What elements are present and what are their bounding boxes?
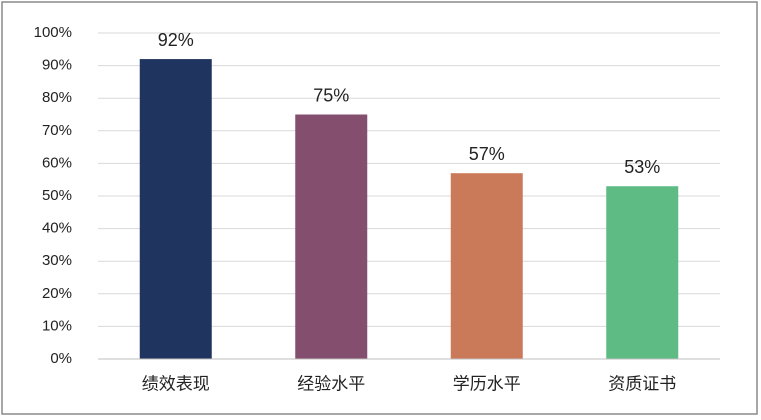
x-tick-label: 资质证书 (608, 374, 676, 393)
value-label: 53% (624, 157, 660, 177)
y-tick-label: 60% (42, 154, 72, 171)
y-tick-label: 50% (42, 187, 72, 204)
y-tick-label: 30% (42, 252, 72, 269)
y-tick-label: 100% (34, 24, 72, 41)
bar (606, 186, 679, 359)
value-label: 92% (158, 30, 194, 50)
y-tick-label: 80% (42, 89, 72, 106)
y-tick-label: 20% (42, 285, 72, 302)
x-tick-label: 学历水平 (453, 374, 521, 393)
value-label: 75% (313, 85, 349, 105)
x-tick-label: 绩效表现 (142, 374, 210, 393)
y-tick-label: 10% (42, 317, 72, 334)
y-tick-label: 70% (42, 122, 72, 139)
y-tick-label: 0% (50, 350, 72, 367)
x-tick-label: 经验水平 (297, 374, 365, 393)
value-label: 57% (469, 144, 505, 164)
bar (295, 114, 368, 359)
y-tick-label: 90% (42, 57, 72, 74)
y-tick-label: 40% (42, 220, 72, 237)
bar (450, 173, 523, 359)
bar (139, 59, 212, 360)
